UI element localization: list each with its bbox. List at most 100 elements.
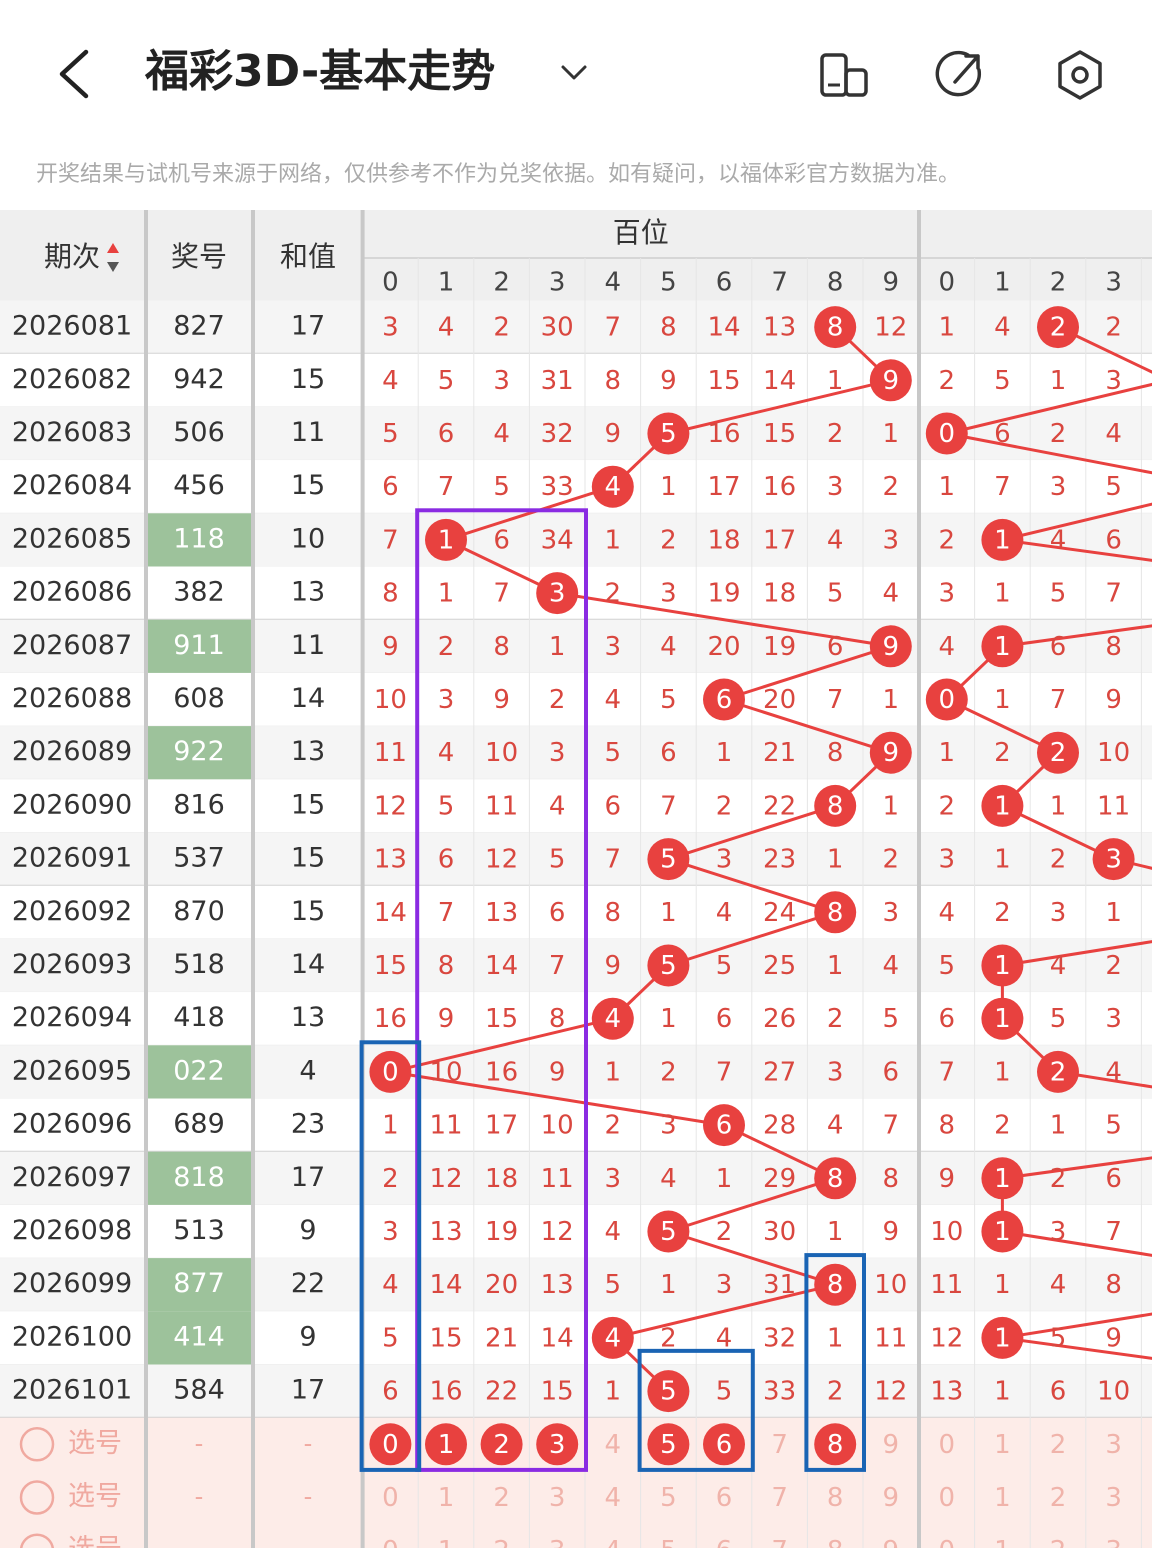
select-digit[interactable]: 6 (716, 1483, 733, 1513)
icon-part[interactable] (1071, 66, 1089, 84)
select-digit[interactable]: 6 (716, 1536, 733, 1548)
omission-value: 7 (939, 1057, 956, 1087)
select-digit[interactable]: 5 (660, 1483, 677, 1513)
select-digit[interactable]: 7 (771, 1483, 788, 1513)
omission-value: 1 (605, 525, 622, 555)
period: 2026096 (12, 1109, 132, 1140)
dropdown-icon[interactable] (561, 65, 587, 80)
select-digit[interactable]: 8 (827, 1430, 844, 1460)
select-radio[interactable] (19, 1480, 55, 1515)
icon-part[interactable] (953, 54, 980, 84)
trend-line (1002, 1156, 1152, 1180)
omission-value: 9 (605, 419, 622, 449)
back-button[interactable] (59, 49, 89, 99)
select-digit[interactable]: 3 (549, 1430, 566, 1460)
omission-value: 3 (549, 738, 566, 768)
select-digit[interactable]: 1 (994, 1430, 1011, 1460)
row-background (0, 1364, 1152, 1418)
sum-value: 13 (291, 1002, 325, 1033)
select-digit[interactable]: 0 (939, 1536, 956, 1548)
sum-value: 9 (299, 1215, 316, 1246)
omission-value: 6 (382, 472, 399, 502)
select-digit[interactable]: 0 (939, 1430, 956, 1460)
omission-value: 28 (763, 1111, 796, 1141)
select-digit[interactable]: 1 (438, 1536, 455, 1548)
draw-number: 942 (173, 364, 225, 395)
select-digit[interactable]: 8 (827, 1483, 844, 1513)
omission-value: 3 (660, 1111, 677, 1141)
select-digit[interactable]: 2 (493, 1536, 510, 1548)
omission-value: 12 (485, 845, 518, 875)
omission-value: 6 (827, 632, 844, 662)
omission-value: 11 (374, 738, 407, 768)
select-digit[interactable]: 1 (994, 1536, 1011, 1548)
select-digit[interactable]: 3 (1105, 1430, 1122, 1460)
select-digit[interactable]: 3 (1105, 1536, 1122, 1548)
icon-part[interactable] (935, 50, 982, 97)
select-digit[interactable]: 4 (605, 1536, 622, 1548)
omission-value: 16 (485, 1057, 518, 1087)
omission-value: 9 (493, 685, 510, 715)
select-digit[interactable]: 2 (1050, 1483, 1067, 1513)
hit-digit: 6 (716, 685, 733, 715)
select-digit[interactable]: 1 (438, 1483, 455, 1513)
hit-digit: 5 (660, 951, 677, 981)
select-digit[interactable]: 0 (382, 1430, 399, 1460)
select-digit[interactable]: 6 (716, 1430, 733, 1460)
select-digit[interactable]: 2 (1050, 1536, 1067, 1548)
omission-value: 3 (939, 845, 956, 875)
select-digit[interactable]: 4 (605, 1430, 622, 1460)
select-digit[interactable]: 2 (493, 1483, 510, 1513)
select-digit[interactable]: 3 (549, 1536, 566, 1548)
select-number: - (195, 1429, 204, 1457)
period: 2026095 (12, 1055, 132, 1086)
rotate-button[interactable] (820, 53, 868, 97)
settings-button[interactable] (1058, 50, 1102, 100)
select-digit[interactable]: 2 (1050, 1430, 1067, 1460)
trend-line (946, 432, 1152, 475)
select-digit[interactable]: 0 (382, 1536, 399, 1548)
select-digit[interactable]: 1 (994, 1483, 1011, 1513)
select-digit[interactable]: 3 (549, 1483, 566, 1513)
share-button[interactable] (935, 50, 982, 97)
select-radio[interactable] (19, 1427, 55, 1462)
select-digit[interactable]: 9 (883, 1483, 900, 1513)
select-digit[interactable]: 7 (771, 1430, 788, 1460)
icon-part[interactable] (1058, 50, 1102, 100)
hit-ball (536, 572, 579, 615)
omission-value: 3 (827, 1057, 844, 1087)
hit-digit: 6 (716, 1111, 733, 1141)
trend-line (612, 1283, 836, 1340)
select-digit[interactable]: 0 (382, 1483, 399, 1513)
icon-part[interactable] (844, 68, 868, 97)
sum-value: 15 (291, 843, 325, 874)
select-digit[interactable]: 5 (660, 1536, 677, 1548)
period: 2026081 (12, 311, 132, 342)
select-digit[interactable]: 7 (771, 1536, 788, 1548)
select-digit[interactable]: 8 (827, 1536, 844, 1548)
select-digit[interactable]: 9 (883, 1536, 900, 1548)
select-digit[interactable]: 2 (493, 1430, 510, 1460)
icon-part[interactable] (820, 53, 848, 97)
select-digit[interactable]: 3 (1105, 1483, 1122, 1513)
omission-value: 9 (883, 1217, 900, 1247)
omission-value: 4 (1050, 1270, 1067, 1300)
back-icon[interactable] (59, 49, 89, 99)
select-digit[interactable]: 4 (605, 1483, 622, 1513)
period: 2026085 (12, 523, 132, 554)
period: 2026094 (12, 1002, 132, 1033)
select-digit[interactable]: 9 (883, 1430, 900, 1460)
annotation-box (637, 1348, 755, 1472)
omission-value: 27 (763, 1057, 796, 1087)
omission-value: 3 (382, 1217, 399, 1247)
select-digit[interactable]: 5 (660, 1430, 677, 1460)
select-sum: - (304, 1483, 313, 1511)
period: 2026100 (12, 1321, 132, 1352)
sum-value: 15 (291, 789, 325, 820)
omission-value: 1 (994, 1377, 1011, 1407)
select-digit[interactable]: 0 (939, 1483, 956, 1513)
page-title[interactable]: 福彩3D-基本走势 (144, 46, 495, 97)
select-radio[interactable] (19, 1533, 55, 1548)
group-header: 百位 (613, 216, 669, 249)
select-digit[interactable]: 1 (438, 1430, 455, 1460)
